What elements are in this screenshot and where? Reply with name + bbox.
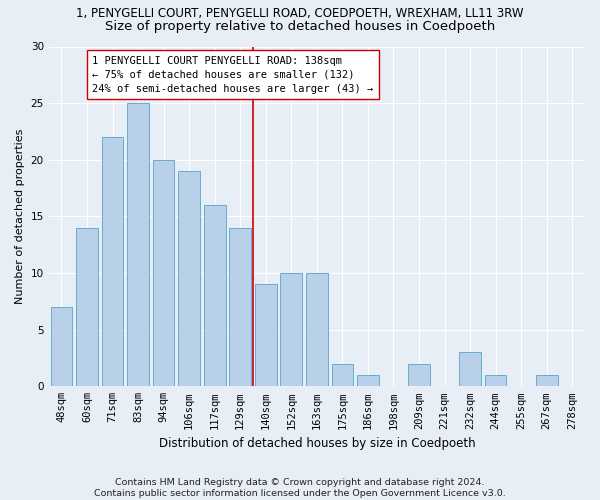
Bar	[408, 364, 430, 386]
Bar	[50, 307, 72, 386]
Text: 1 PENYGELLI COURT PENYGELLI ROAD: 138sqm
← 75% of detached houses are smaller (1: 1 PENYGELLI COURT PENYGELLI ROAD: 138sqm…	[92, 56, 373, 94]
Bar	[255, 284, 277, 386]
Bar	[153, 160, 175, 386]
Bar	[459, 352, 481, 386]
Bar	[536, 375, 557, 386]
Bar	[101, 137, 124, 386]
Bar	[204, 205, 226, 386]
Bar	[485, 375, 506, 386]
Bar	[178, 171, 200, 386]
Text: Size of property relative to detached houses in Coedpoeth: Size of property relative to detached ho…	[105, 20, 495, 33]
Bar	[332, 364, 353, 386]
Bar	[280, 273, 302, 386]
Y-axis label: Number of detached properties: Number of detached properties	[15, 128, 25, 304]
Bar	[76, 228, 98, 386]
Bar	[127, 103, 149, 387]
Bar	[357, 375, 379, 386]
Bar	[306, 273, 328, 386]
X-axis label: Distribution of detached houses by size in Coedpoeth: Distribution of detached houses by size …	[158, 437, 475, 450]
Bar	[229, 228, 251, 386]
Text: 1, PENYGELLI COURT, PENYGELLI ROAD, COEDPOETH, WREXHAM, LL11 3RW: 1, PENYGELLI COURT, PENYGELLI ROAD, COED…	[76, 8, 524, 20]
Text: Contains HM Land Registry data © Crown copyright and database right 2024.
Contai: Contains HM Land Registry data © Crown c…	[94, 478, 506, 498]
